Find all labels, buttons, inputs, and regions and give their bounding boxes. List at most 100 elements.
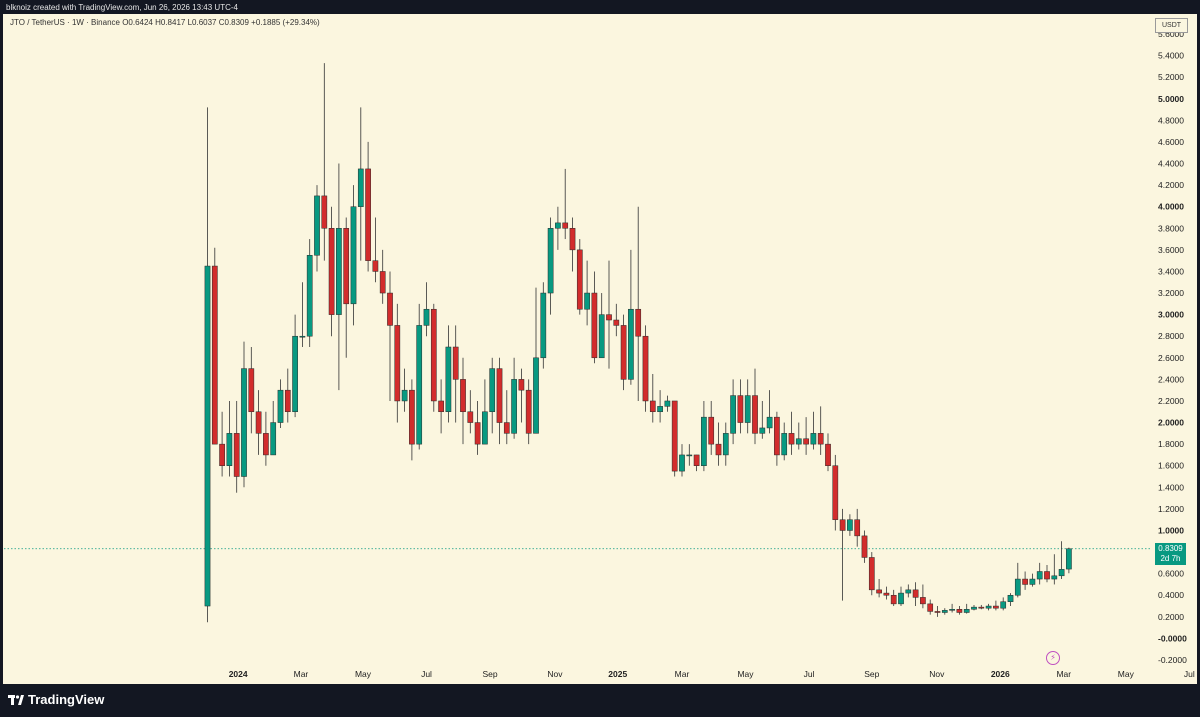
candle[interactable] [248, 347, 255, 434]
candle[interactable] [474, 400, 481, 455]
candle[interactable] [839, 508, 846, 601]
candle[interactable] [876, 579, 882, 598]
candle[interactable] [985, 603, 992, 611]
candle[interactable] [628, 249, 634, 385]
candle[interactable] [854, 508, 861, 547]
candle[interactable] [679, 444, 685, 477]
candle[interactable] [920, 584, 926, 609]
candle[interactable] [934, 606, 941, 617]
candle[interactable] [233, 400, 240, 493]
candle[interactable] [409, 379, 415, 461]
candle[interactable] [861, 530, 868, 563]
candle[interactable] [941, 608, 948, 615]
candle[interactable] [328, 206, 335, 337]
candle[interactable] [533, 287, 539, 434]
candle[interactable] [540, 282, 547, 369]
candle[interactable] [744, 379, 751, 434]
candle[interactable] [832, 454, 839, 531]
candle[interactable] [555, 206, 561, 250]
candle[interactable] [292, 314, 298, 418]
candle[interactable] [642, 325, 649, 412]
candle[interactable] [430, 303, 437, 412]
candle[interactable] [1036, 562, 1043, 585]
candle[interactable] [686, 444, 693, 466]
candle[interactable] [883, 586, 890, 600]
candle[interactable] [715, 422, 722, 466]
candle[interactable] [1007, 593, 1014, 607]
candle[interactable] [204, 107, 211, 623]
candle[interactable] [620, 314, 627, 391]
candle[interactable] [890, 589, 897, 607]
candle[interactable] [635, 206, 642, 401]
candle[interactable] [379, 249, 386, 304]
candle[interactable] [584, 260, 590, 326]
candle[interactable] [343, 217, 350, 358]
candle[interactable] [1014, 562, 1021, 598]
candle[interactable] [598, 293, 605, 359]
candle[interactable] [978, 604, 985, 610]
candle[interactable] [803, 417, 809, 455]
candle[interactable] [993, 600, 999, 611]
candle[interactable] [868, 552, 875, 596]
candle[interactable] [701, 400, 707, 472]
candle[interactable] [357, 107, 364, 261]
candle[interactable] [766, 390, 773, 434]
candle[interactable] [693, 454, 700, 472]
candle[interactable] [752, 368, 758, 445]
candle[interactable] [562, 168, 569, 240]
candle[interactable] [774, 411, 780, 466]
candle[interactable] [496, 357, 503, 445]
candle[interactable] [467, 390, 474, 434]
candle[interactable] [795, 422, 802, 450]
candle[interactable] [401, 368, 408, 412]
candle[interactable] [321, 63, 328, 261]
candle[interactable] [503, 390, 510, 445]
candle[interactable] [547, 217, 554, 315]
candle[interactable] [423, 282, 430, 337]
candle[interactable] [511, 357, 517, 439]
candle[interactable] [284, 368, 291, 423]
candle[interactable] [336, 163, 342, 391]
candle[interactable] [1066, 547, 1072, 574]
candle[interactable] [1000, 597, 1007, 611]
candle[interactable] [912, 582, 919, 607]
candle[interactable] [722, 422, 729, 466]
candle[interactable] [365, 141, 371, 272]
candle[interactable] [1058, 541, 1065, 580]
candlestick-chart[interactable]: -0.2000-0.00000.20000.40000.60000.80001.… [0, 0, 1200, 684]
candle[interactable] [394, 303, 401, 423]
candle[interactable] [277, 379, 284, 428]
candle[interactable] [649, 373, 656, 423]
candle[interactable] [1051, 554, 1058, 585]
candle[interactable] [460, 357, 466, 445]
candle[interactable] [606, 260, 612, 369]
candle[interactable] [489, 357, 496, 434]
candle[interactable] [299, 282, 306, 347]
candle[interactable] [452, 325, 459, 423]
candle[interactable] [211, 247, 218, 445]
candle[interactable] [1044, 565, 1050, 583]
candle[interactable] [613, 303, 620, 337]
candle[interactable] [730, 379, 736, 445]
candle[interactable] [241, 341, 247, 488]
candle[interactable] [817, 406, 824, 455]
candle[interactable] [949, 603, 955, 613]
currency-selector[interactable]: USDT [1155, 18, 1188, 33]
candle[interactable] [438, 379, 444, 434]
candle[interactable] [664, 395, 671, 412]
candle[interactable] [569, 217, 576, 272]
candle[interactable] [825, 433, 831, 472]
candle[interactable] [963, 603, 970, 614]
candle[interactable] [737, 379, 744, 434]
candle[interactable] [671, 400, 678, 477]
candle[interactable] [759, 400, 766, 439]
candle[interactable] [372, 217, 379, 283]
lightning-bolt-icon[interactable]: ⚡ [1046, 651, 1060, 665]
candle[interactable] [591, 271, 598, 364]
candle[interactable] [350, 185, 357, 326]
candle[interactable] [905, 584, 912, 598]
candle[interactable] [956, 606, 963, 615]
candle[interactable] [927, 599, 934, 615]
candle[interactable] [971, 604, 977, 611]
candle[interactable] [525, 379, 532, 445]
